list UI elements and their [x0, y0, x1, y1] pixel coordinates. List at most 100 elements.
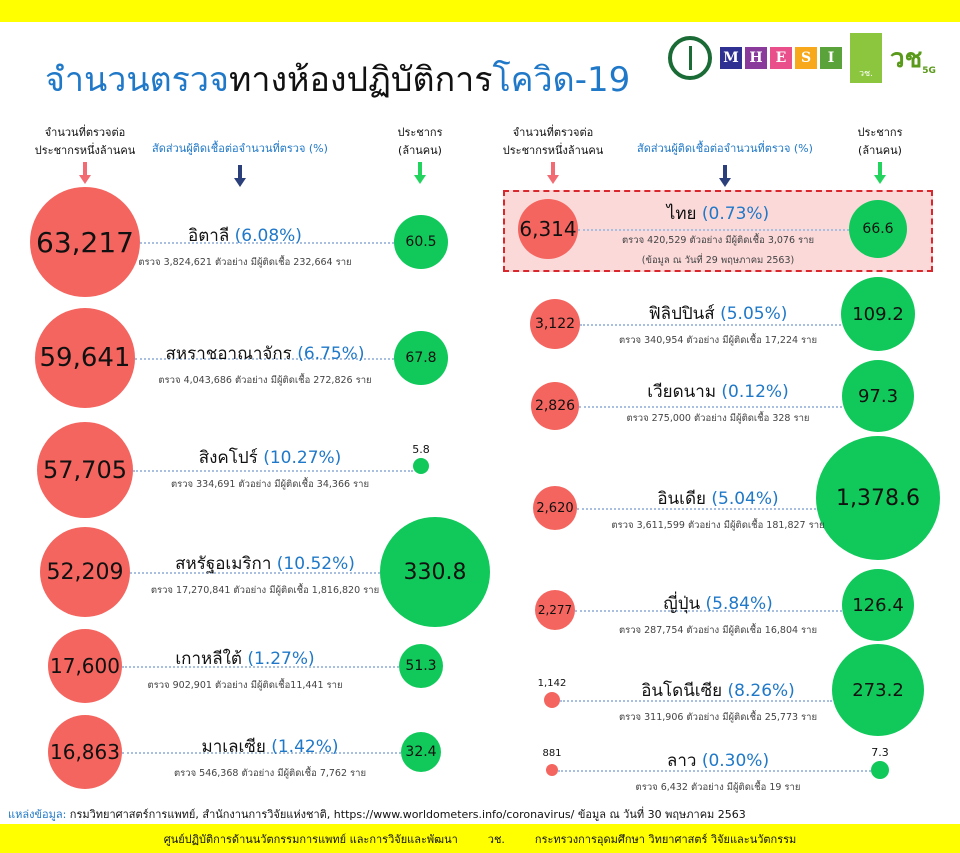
test-detail: ตรวจ 17,270,841 ตัวอย่าง มีผู้ติดเชื้อ 1…: [150, 585, 380, 596]
country-name: ลาว (0.30%): [667, 747, 769, 774]
population-bubble: 66.6: [849, 200, 907, 258]
population-value: 330.8: [403, 559, 467, 585]
connector-line: [140, 242, 394, 244]
tests-per-million-value: 16,863: [50, 740, 120, 764]
positive-rate: (8.26%): [727, 681, 795, 701]
connector-line: [133, 470, 413, 472]
population-bubble: 126.4: [842, 569, 914, 641]
tests-per-million-value: 2,826: [534, 398, 576, 414]
title-part-1: จำนวนตรวจ: [45, 60, 229, 100]
connector-line: [122, 752, 401, 754]
header-positive-rate: สัดส่วนผู้ติดเชื้อต่อจำนวนที่ตรวจ (%): [637, 142, 813, 155]
country-label: สหรัฐอเมริกา: [175, 554, 272, 574]
population-value: 60.5: [405, 234, 437, 250]
population-value: 7.3: [871, 746, 889, 759]
test-detail: ตรวจ 275,000 ตัวอย่าง มีผู้ติดเชื้อ 328 …: [626, 413, 810, 424]
footer-ministry: กระทรวงการอุดมศึกษา วิทยาศาสตร์ วิจัยและ…: [534, 832, 797, 846]
connector-line: [580, 324, 841, 326]
tests-per-million-value: 3,122: [534, 316, 576, 332]
tests-per-million-bubble: 2,620: [533, 486, 577, 530]
positive-rate: (0.12%): [721, 382, 789, 402]
mhesi-letter: I: [820, 47, 842, 69]
test-detail: ตรวจ 311,906 ตัวอย่าง มีผู้ติดเชื้อ 25,7…: [618, 712, 818, 723]
moph-logo: [668, 36, 712, 80]
positive-rate: (6.75%): [297, 344, 365, 364]
population-value: 66.6: [862, 221, 894, 237]
population-value: 32.4: [405, 744, 437, 760]
positive-rate: (6.08%): [234, 226, 302, 246]
positive-rate: (0.73%): [701, 204, 770, 224]
tests-per-million-value: 59,641: [39, 343, 131, 373]
header-tests-per-million-2: ประชากรหนึ่งล้านคน: [34, 144, 136, 157]
country-name: ไทย (0.73%): [667, 200, 769, 227]
country-label: ไทย: [666, 204, 697, 224]
tests-per-million-value: 881: [542, 748, 562, 759]
country-name: อินเดีย (5.04%): [657, 485, 778, 512]
source-text: กรมวิทยาศาสตร์การแพทย์, สำนักงานการวิจัย…: [69, 808, 746, 821]
positive-rate: (10.52%): [276, 554, 355, 574]
top-bar: [0, 0, 960, 22]
country-name: สิงคโปร์ (10.27%): [199, 444, 342, 471]
connector-line: [577, 508, 816, 510]
tests-per-million-value: 63,217: [36, 225, 134, 259]
tests-per-million-bubble: [544, 692, 560, 708]
country-label: มาเลเซีย: [201, 737, 266, 757]
country-label: ญี่ปุ่น: [663, 594, 701, 614]
country-label: สหราชอาณาจักร: [165, 344, 292, 364]
positive-rate: (10.27%): [263, 448, 342, 468]
footer-center: ศูนย์ปฏิบัติการด้านนวัตกรรมการแพทย์ และก…: [163, 832, 458, 846]
test-detail: ตรวจ 546,368 ตัวอย่าง มีผู้ติดเชื้อ 7,76…: [173, 768, 367, 779]
population-bubble: 60.5: [394, 215, 448, 269]
tests-per-million-bubble: 2,826: [531, 382, 579, 430]
connector-line: [135, 358, 394, 360]
country-name: มาเลเซีย (1.42%): [202, 733, 339, 760]
connector-line: [575, 610, 842, 612]
connector-line: [579, 406, 842, 408]
tests-per-million-value: 2,620: [536, 500, 574, 516]
tests-per-million-value: 2,277: [537, 603, 573, 617]
population-bubble: 109.2: [841, 277, 915, 351]
5g-logo: วช5G: [890, 43, 936, 76]
country-label: เวียดนาม: [647, 382, 717, 402]
positive-rate: (1.27%): [247, 649, 315, 669]
tests-per-million-bubble: 52,209: [40, 527, 130, 617]
population-bubble: [871, 761, 889, 779]
population-value: 67.8: [405, 350, 437, 366]
header-population-2: (ล้านคน): [398, 144, 442, 157]
country-name: อินโดนีเซีย (8.26%): [641, 677, 795, 704]
country-label: อินเดีย: [657, 489, 706, 509]
country-name: สหราชอาณาจักร (6.75%): [166, 340, 365, 367]
positive-rate: (5.05%): [720, 304, 788, 324]
test-detail: ตรวจ 420,529 ตัวอย่าง มีผู้ติดเชื้อ 3,07…: [621, 235, 815, 246]
population-bubble: 97.3: [842, 360, 914, 432]
positive-rate: (5.04%): [711, 489, 779, 509]
population-bubble: [413, 458, 429, 474]
tests-per-million-bubble: 59,641: [35, 308, 135, 408]
population-bubble: 330.8: [380, 517, 490, 627]
tests-per-million-bubble: 63,217: [30, 187, 140, 297]
source-label: แหล่งข้อมูล:: [8, 808, 67, 821]
tests-per-million-bubble: 3,122: [530, 299, 580, 349]
country-name: สหรัฐอเมริกา (10.52%): [175, 550, 355, 577]
connector-line: [560, 700, 832, 702]
source-note: แหล่งข้อมูล: กรมวิทยาศาสตร์การแพทย์, สำน…: [8, 805, 746, 823]
header-tests-per-million-2: ประชากรหนึ่งล้านคน: [502, 144, 604, 157]
country-label: อินโดนีเซีย: [641, 681, 723, 701]
tests-per-million-value: 17,600: [50, 654, 120, 678]
country-label: อิตาลี: [188, 226, 230, 246]
test-detail: ตรวจ 334,691 ตัวอย่าง มีผู้ติดเชื้อ 34,3…: [170, 479, 370, 490]
tests-per-million-value: 57,705: [43, 456, 127, 484]
country-label: สิงคโปร์: [198, 448, 258, 468]
connector-line: [130, 572, 380, 574]
page-title: จำนวนตรวจทางห้องปฏิบัติการโควิด-19: [45, 52, 630, 106]
header-population: ประชากร: [397, 126, 443, 139]
population-value: 1,378.6: [836, 485, 920, 511]
tests-per-million-bubble: 17,600: [48, 629, 122, 703]
population-bubble: 32.4: [401, 732, 441, 772]
test-detail: ตรวจ 3,611,599 ตัวอย่าง มีผู้ติดเชื้อ 18…: [611, 520, 825, 531]
tests-per-million-bubble: 6,314: [518, 199, 578, 259]
country-name: ญี่ปุ่น (5.84%): [663, 590, 773, 617]
tests-per-million-bubble: 57,705: [37, 422, 133, 518]
positive-rate: (0.30%): [701, 751, 770, 771]
